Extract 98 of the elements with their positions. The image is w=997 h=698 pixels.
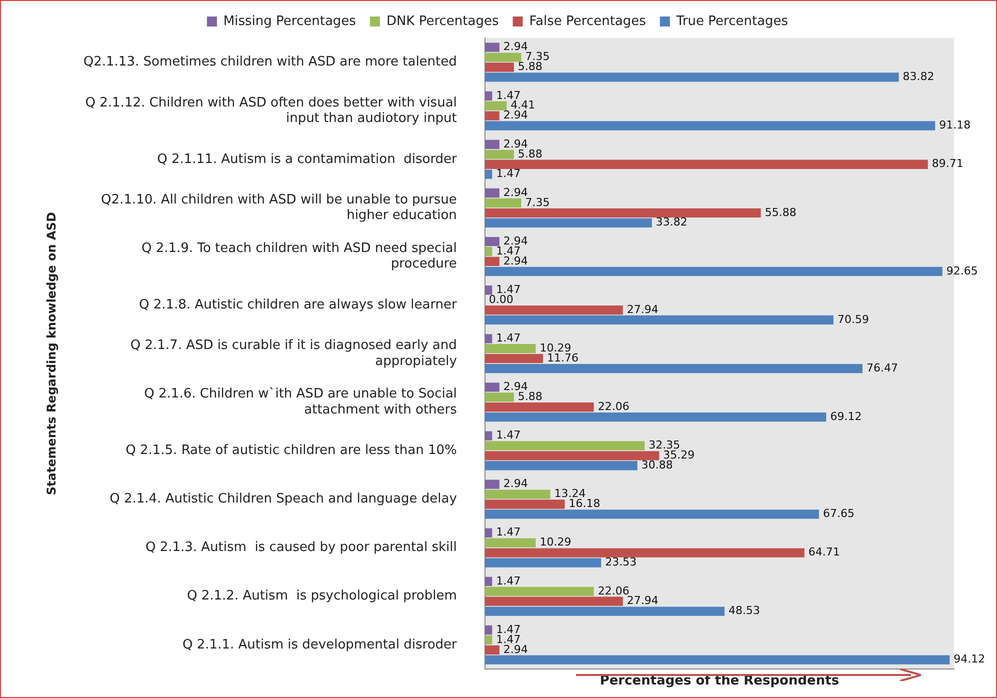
bar xyxy=(484,431,492,440)
y-tick-label: Q 2.1.6. Children w`ith ASD are unable to Social attachment with others xyxy=(144,386,458,418)
bar xyxy=(484,441,645,450)
bar xyxy=(484,451,660,460)
legend-label: True Percentages xyxy=(675,14,788,29)
data-label: 33.82 xyxy=(656,216,688,229)
data-label: 16.18 xyxy=(568,497,600,510)
bar xyxy=(484,354,543,364)
data-label: 91.18 xyxy=(939,118,971,132)
bar xyxy=(484,315,834,325)
bar xyxy=(484,586,594,596)
data-label: 2.94 xyxy=(503,186,528,199)
bar xyxy=(484,558,602,568)
data-label: 1.47 xyxy=(496,574,521,588)
bar xyxy=(484,121,936,130)
bar xyxy=(484,170,492,179)
data-label: 22.06 xyxy=(598,584,630,598)
data-label: 22.06 xyxy=(598,400,630,413)
bar xyxy=(484,266,942,276)
bar xyxy=(484,596,623,606)
legend-label: False Percentages xyxy=(529,14,646,29)
bar xyxy=(484,490,550,499)
bar xyxy=(484,188,500,198)
bar xyxy=(484,256,500,266)
bar xyxy=(484,528,492,538)
bar xyxy=(484,655,950,664)
y-tick-label: Q 2.1.4. Autistic Children Speach and language delay xyxy=(110,492,458,507)
data-label: 10.29 xyxy=(540,536,572,549)
bar xyxy=(484,101,507,110)
data-label: 76.47 xyxy=(866,361,898,374)
data-label: 64.71 xyxy=(808,546,840,559)
legend-label: Missing Percentages xyxy=(223,14,356,29)
bar xyxy=(484,111,500,120)
y-tick-label: Q 2.1.1. Autism is developmental disroder xyxy=(182,637,458,652)
bar xyxy=(484,236,500,246)
data-label: 89.71 xyxy=(932,157,964,170)
bar xyxy=(484,42,500,52)
y-tick-label: Q 2.1.12. Children with ASD often does better with visual input than audiotory input xyxy=(85,95,457,126)
y-tick-label: Q 2.1.2. Autism is psychological problem xyxy=(186,588,457,604)
data-label: 1.47 xyxy=(496,167,521,180)
bar xyxy=(484,510,819,519)
data-label: 83.82 xyxy=(902,70,934,84)
bar xyxy=(484,606,725,616)
bar xyxy=(484,625,492,635)
data-label: 1.47 xyxy=(496,428,521,442)
bar xyxy=(484,382,500,392)
bar xyxy=(484,344,536,354)
bar xyxy=(484,246,492,256)
data-label: 92.65 xyxy=(946,264,978,278)
data-label: 27.94 xyxy=(626,302,658,316)
y-tick-label: Q2.1.13. Sometimes children with ASD are more talented xyxy=(83,54,457,70)
data-label: 2.94 xyxy=(503,40,528,54)
bar xyxy=(484,160,928,169)
bar xyxy=(484,198,522,208)
bar xyxy=(484,364,862,374)
data-label: 70.59 xyxy=(837,312,869,326)
y-axis-title: Statements Regarding knowledge on ASD xyxy=(44,212,58,496)
data-label: 23.53 xyxy=(605,556,637,569)
legend-label: DNK Percentages xyxy=(386,14,499,29)
bar xyxy=(484,645,500,654)
bar xyxy=(484,218,652,228)
y-tick-label: Q 2.1.3. Autism is caused by poor parental skill xyxy=(145,540,457,556)
y-tick-label: Q 2.1.11. Autism is a contamimation disorder xyxy=(157,152,458,167)
bar xyxy=(484,62,514,72)
data-label: 94.12 xyxy=(954,652,986,666)
bar xyxy=(484,412,826,422)
data-label: 69.12 xyxy=(830,410,862,423)
y-tick-label: Q 2.1.9. To teach children with ASD need special procedure xyxy=(142,241,457,272)
bar xyxy=(484,52,522,62)
data-label: 55.88 xyxy=(764,206,796,219)
bar xyxy=(484,334,492,344)
data-label: 67.65 xyxy=(822,507,854,520)
y-tick-label: Q 2.1.5. Rate of autistic children are less than 10% xyxy=(126,443,457,458)
bar xyxy=(484,538,536,548)
bar xyxy=(484,548,804,558)
bar xyxy=(484,392,514,402)
y-tick-label: Q 2.1.8. Autistic children are always slow learner xyxy=(138,297,458,312)
bar xyxy=(484,72,899,82)
y-tick-label: Q2.1.10. All children with ASD will be unable to pursue higher education xyxy=(101,192,457,224)
bar xyxy=(484,576,492,586)
bar xyxy=(484,635,492,645)
bar xyxy=(484,91,492,100)
bar xyxy=(484,208,761,218)
data-label: 48.53 xyxy=(728,604,760,618)
bar xyxy=(484,305,623,315)
bar xyxy=(484,480,500,489)
y-tick-label: Q 2.1.7. ASD is curable if it is diagnosed early and appropiately xyxy=(130,338,458,369)
data-label: 7.35 xyxy=(525,196,550,209)
data-label: 27.94 xyxy=(626,594,658,608)
bar xyxy=(484,402,594,412)
bar xyxy=(484,500,565,509)
data-label: 1.47 xyxy=(496,526,521,539)
data-label: 1.47 xyxy=(496,332,521,345)
bar xyxy=(484,150,514,159)
bar xyxy=(484,286,492,295)
data-label: 2.94 xyxy=(503,477,528,490)
bar xyxy=(484,461,638,470)
bar xyxy=(484,140,500,150)
